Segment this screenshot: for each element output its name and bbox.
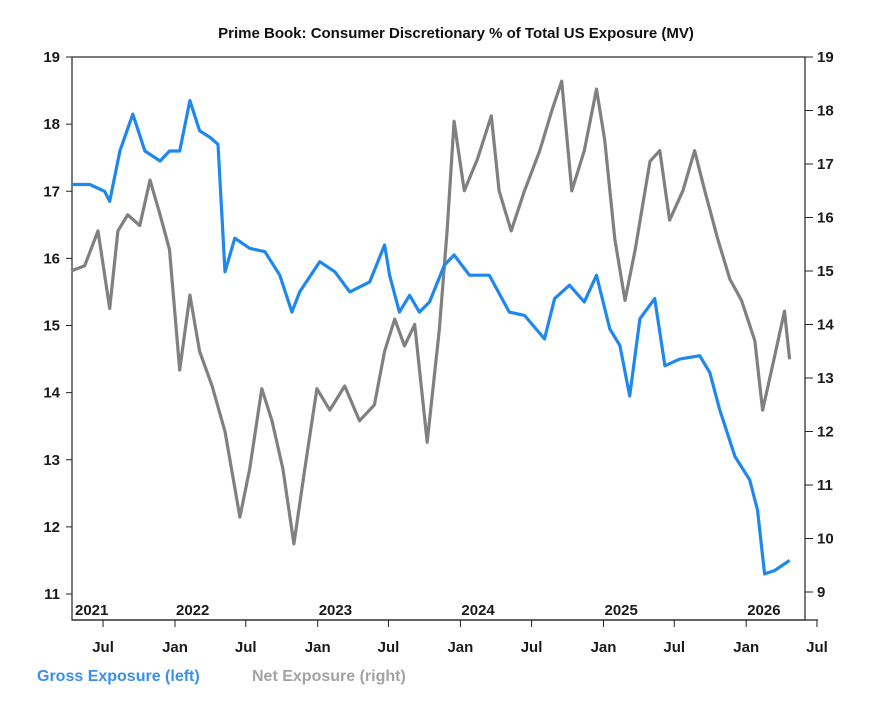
y-right-tick-label: 19 <box>817 49 834 66</box>
legend-net: Net Exposure (right) <box>252 668 406 685</box>
year-label: 2024 <box>461 602 495 619</box>
year-label: 2022 <box>176 602 209 619</box>
y-right-tick-label: 11 <box>817 477 833 494</box>
y-left-tick-label: 18 <box>43 116 60 133</box>
y-right-tick-label: 18 <box>817 103 834 120</box>
y-right-tick-label: 17 <box>817 156 834 173</box>
y-right-tick-label: 12 <box>817 424 834 441</box>
chart-title: Prime Book: Consumer Discretionary % of … <box>218 25 694 42</box>
net-exposure-line <box>70 79 792 546</box>
x-tick-label: Jan <box>591 639 617 656</box>
year-label: 2026 <box>747 602 780 619</box>
y-left-tick-label: 17 <box>43 183 60 200</box>
y-right-tick-label: 14 <box>817 317 834 334</box>
x-tick-label: Jan <box>733 639 759 656</box>
x-tick-label: Jul <box>521 639 543 656</box>
x-tick-label: Jan <box>162 639 188 656</box>
y-right-tick-label: 16 <box>817 210 834 227</box>
year-label: 2023 <box>319 602 352 619</box>
y-left-tick-label: 11 <box>44 586 60 603</box>
gross-exposure-line <box>71 99 791 576</box>
year-label: 2025 <box>604 602 637 619</box>
x-tick-label: Jul <box>806 639 828 656</box>
legend-gross: Gross Exposure (left) <box>37 668 200 685</box>
x-tick-label: Jan <box>305 639 331 656</box>
y-right-tick-label: 9 <box>817 584 825 601</box>
y-left-tick-label: 12 <box>43 519 60 536</box>
y-left-tick-label: 13 <box>43 452 60 469</box>
y-right-tick-label: 15 <box>817 263 834 280</box>
y-right-tick-label: 10 <box>817 531 834 548</box>
x-tick-label: Jul <box>378 639 400 656</box>
year-label: 2021 <box>75 602 108 619</box>
y-left-tick-label: 16 <box>43 250 60 267</box>
x-tick-label: Jul <box>235 639 257 656</box>
x-tick-label: Jan <box>447 639 473 656</box>
x-tick-label: Jul <box>663 639 685 656</box>
y-right-tick-label: 13 <box>817 370 834 387</box>
y-left-tick-label: 14 <box>43 385 60 402</box>
x-tick-label: Jul <box>92 639 114 656</box>
y-left-tick-label: 19 <box>43 49 60 66</box>
y-left-tick-label: 15 <box>43 318 60 335</box>
